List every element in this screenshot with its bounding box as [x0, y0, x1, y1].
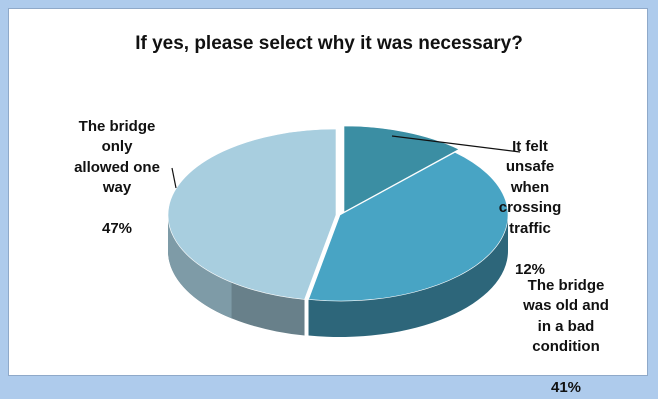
pie-slice-old-bridge — [308, 151, 509, 302]
pie-side-one-way — [168, 215, 305, 336]
leader-line-unsafe — [391, 135, 521, 153]
pie-slice-one-way — [167, 128, 337, 300]
slice-label-old-bridge-text: The bridge was old and in a bad conditio… — [523, 276, 609, 356]
pie-side-old-bridge — [308, 215, 508, 338]
slice-label-one-way-text: The bridge only allowed one way — [74, 117, 160, 197]
pie-slice-unsafe — [343, 125, 460, 213]
chart-title: If yes, please select why it was necessa… — [135, 33, 523, 54]
slice-label-old-bridge: The bridge was old and in a bad conditio… — [505, 255, 627, 399]
slice-label-unsafe-text: It felt unsafe when crossing traffic — [498, 137, 562, 237]
slice-label-unsafe: It felt unsafe when crossing traffic 12% — [470, 116, 590, 280]
pie-chart — [167, 125, 521, 338]
leader-line-one-way — [171, 167, 177, 189]
slice-label-old-bridge-pct: 41% — [550, 379, 582, 396]
slice-label-one-way-pct: 47% — [101, 220, 133, 237]
slice-label-one-way: The bridge only allowed one way 47% — [52, 96, 182, 240]
slice-label-unsafe-pct: 12% — [514, 260, 546, 278]
